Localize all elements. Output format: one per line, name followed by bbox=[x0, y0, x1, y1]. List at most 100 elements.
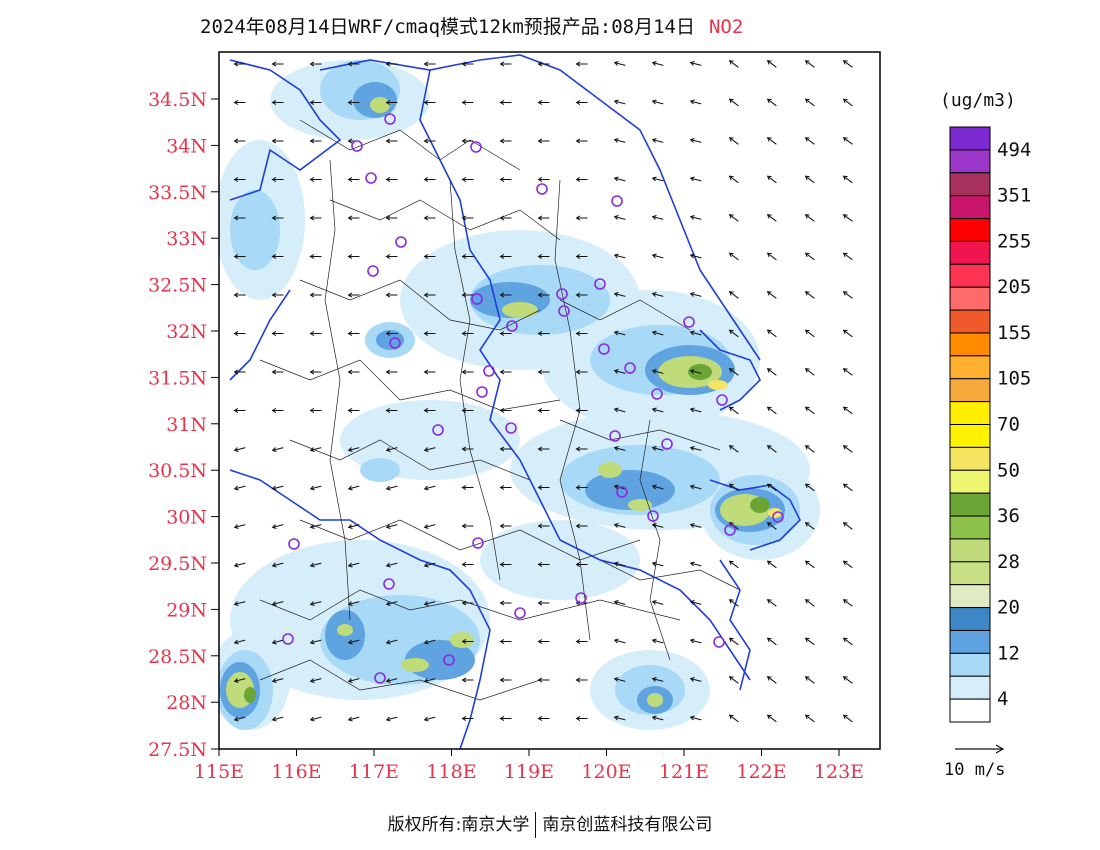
station-marker bbox=[647, 510, 659, 522]
wind-arrow bbox=[613, 523, 626, 528]
lat-tick-label: 33.5N bbox=[148, 182, 207, 204]
wind-arrow bbox=[499, 523, 512, 529]
wind-arrow bbox=[766, 483, 777, 492]
wind-arrow bbox=[537, 138, 550, 144]
copyright-text: 版权所有:南京大学 bbox=[387, 815, 530, 835]
wind-arrow bbox=[575, 215, 588, 221]
wind-arrow bbox=[499, 331, 512, 336]
wind-arrow bbox=[309, 639, 322, 645]
wind-arrow bbox=[804, 714, 815, 723]
colorbar-label: 494 bbox=[997, 139, 1031, 161]
wind-arrow bbox=[575, 61, 588, 67]
colorbar-swatch bbox=[949, 263, 991, 288]
station-marker bbox=[443, 654, 455, 666]
wind-arrow bbox=[804, 252, 815, 261]
station-marker bbox=[505, 422, 517, 434]
wind-arrow bbox=[766, 214, 777, 222]
wind-arrow bbox=[842, 637, 853, 646]
wind-arrow bbox=[804, 599, 815, 607]
wind-arrow bbox=[271, 369, 284, 375]
wind-arrow bbox=[651, 215, 664, 220]
wind-arrow bbox=[271, 177, 284, 182]
wind-arrow bbox=[347, 601, 360, 606]
wind-arrow bbox=[766, 175, 777, 184]
wind-arrow bbox=[233, 61, 246, 67]
colorbar-swatch bbox=[949, 629, 991, 654]
wind-arrow bbox=[271, 100, 284, 105]
wind-arrow bbox=[651, 715, 664, 721]
pollutant-label: NO2 bbox=[708, 16, 744, 38]
wind-arrow bbox=[575, 485, 588, 490]
station-marker bbox=[556, 288, 568, 300]
station-marker bbox=[558, 305, 570, 317]
wind-arrow bbox=[309, 138, 322, 144]
colorbar-swatch bbox=[949, 607, 991, 631]
wind-arrow bbox=[537, 446, 550, 452]
wind-arrow bbox=[728, 137, 739, 145]
wind-arrow bbox=[575, 254, 588, 259]
wind-arrow bbox=[842, 599, 853, 607]
wind-arrow bbox=[385, 447, 398, 452]
concentration-field bbox=[219, 60, 820, 730]
wind-arrow bbox=[537, 639, 550, 644]
wind-arrow bbox=[842, 560, 853, 569]
wind-arrow bbox=[423, 254, 436, 259]
wind-arrow bbox=[461, 677, 474, 683]
map-title: 2024年08月14日WRF/cmaq模式12km预报产品:08月14日 NO2 bbox=[200, 12, 743, 39]
colorbar-swatch bbox=[949, 446, 991, 471]
wind-arrow bbox=[689, 253, 702, 259]
wind-arrow bbox=[689, 677, 702, 682]
wind-arrow bbox=[728, 637, 739, 646]
wind-arrow bbox=[537, 408, 550, 413]
lon-tick-label: 115E bbox=[194, 761, 244, 783]
lat-tick-label: 32.5N bbox=[148, 275, 207, 297]
wind-arrow bbox=[271, 408, 284, 413]
wind-arrow bbox=[651, 138, 664, 143]
wind-arrow bbox=[651, 446, 664, 451]
wind-arrow bbox=[842, 60, 853, 68]
wind-arrow bbox=[842, 445, 853, 453]
colorbar-swatch bbox=[949, 584, 991, 609]
wind-arrow bbox=[728, 676, 739, 684]
wind-arrow bbox=[499, 61, 512, 67]
wind-vectors bbox=[233, 60, 853, 723]
wind-arrow bbox=[728, 406, 739, 415]
wind-arrow bbox=[804, 329, 815, 338]
colorbar-swatch bbox=[949, 652, 991, 677]
station-marker bbox=[282, 633, 294, 645]
wind-arrow bbox=[385, 61, 398, 67]
colorbar-swatch bbox=[949, 515, 991, 540]
colorbar: 494 351 255 205 155 105 70 50 36 28 20 12 4 bbox=[949, 126, 1031, 723]
wind-arrow bbox=[842, 368, 853, 376]
wind-arrow bbox=[347, 292, 360, 298]
wind-arrow bbox=[271, 138, 284, 144]
title-main: 2024年08月14日WRF/cmaq模式12km预报产品:08月14日 bbox=[200, 16, 695, 38]
station-marker bbox=[395, 236, 407, 248]
wind-arrow bbox=[233, 138, 246, 144]
wind-arrow bbox=[804, 175, 815, 184]
wind-arrow bbox=[423, 61, 436, 67]
wind-arrow bbox=[309, 331, 322, 336]
wind-arrow bbox=[271, 61, 284, 67]
colorbar-label: 70 bbox=[997, 414, 1020, 436]
wind-arrow bbox=[461, 177, 474, 182]
lat-tick-label: 33N bbox=[166, 228, 207, 250]
wind-arrow bbox=[537, 331, 550, 336]
wind-arrow bbox=[842, 137, 853, 145]
wind-arrow bbox=[461, 523, 474, 529]
wind-arrow bbox=[499, 716, 512, 721]
wind-arrow bbox=[271, 678, 284, 683]
wind-arrow bbox=[423, 524, 436, 529]
colorbar-swatch bbox=[949, 424, 991, 448]
lat-tick-label: 30.5N bbox=[148, 460, 207, 482]
wind-arrow bbox=[651, 561, 664, 567]
colorbar-swatch bbox=[949, 309, 991, 334]
wind-arrow bbox=[385, 100, 398, 105]
wind-arrow bbox=[575, 716, 588, 721]
wind-arrow bbox=[423, 292, 436, 298]
wind-arrow bbox=[613, 215, 626, 220]
wind-arrow bbox=[613, 600, 626, 605]
wind-arrow bbox=[537, 600, 550, 606]
wind-arrow bbox=[766, 98, 777, 107]
wind-arrow bbox=[766, 714, 777, 723]
